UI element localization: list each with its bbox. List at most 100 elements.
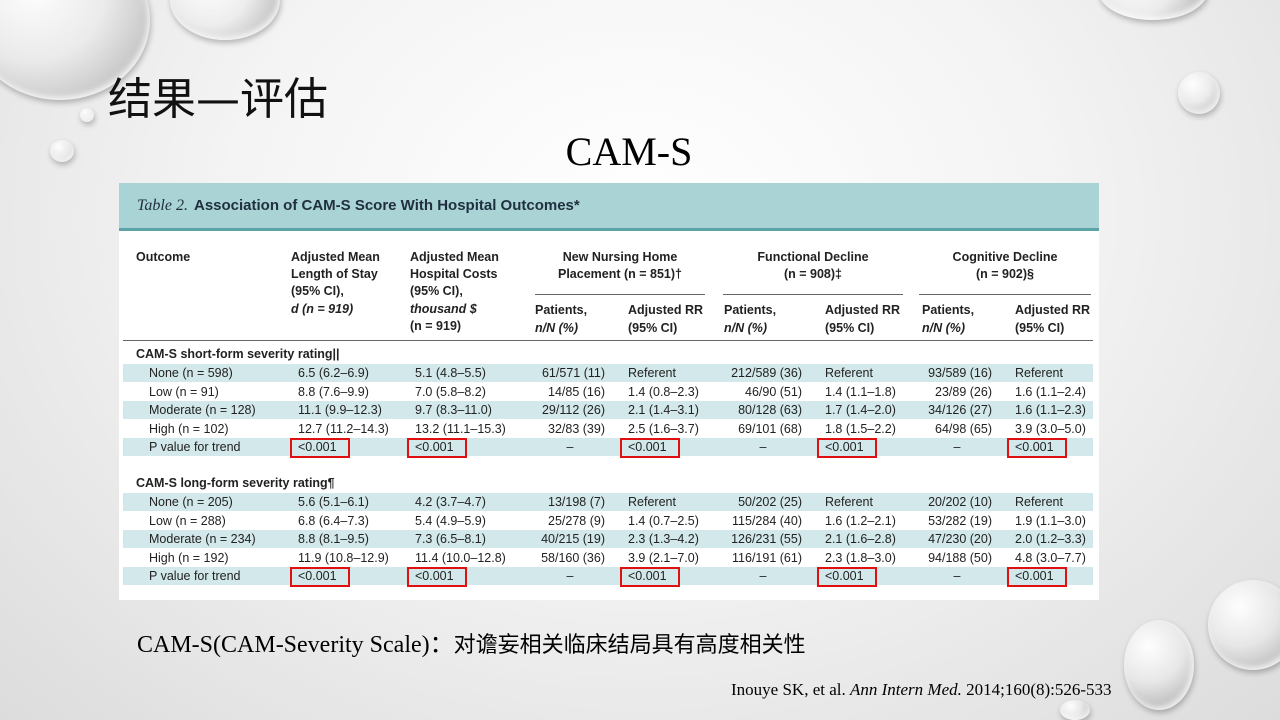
header-cognitive-line: Cognitive Decline [952, 250, 1058, 264]
table-cell: 5.6 (5.1–6.1) [298, 495, 369, 509]
table-cell: 11.9 (10.8–12.9) [298, 550, 389, 565]
table-row-band [123, 401, 1093, 419]
table-cell: 94/188 (50) [928, 550, 992, 565]
table-cell: 64/98 (65) [935, 421, 992, 436]
header-divider [535, 294, 705, 295]
row-label: High (n = 102) [149, 421, 229, 436]
header-divider [723, 294, 903, 295]
table-cell: <0.001 [825, 440, 864, 454]
table-cell: 1.4 (0.8–2.3) [628, 384, 699, 399]
table-cell: 3.9 (2.1–7.0) [628, 550, 699, 565]
header-cognitive-line: (n = 902)§ [975, 267, 1034, 281]
table-cell: 1.6 (1.2–2.1) [825, 513, 896, 528]
slide-title: 结果—评估 [108, 74, 328, 125]
table-cell: Referent [1015, 366, 1063, 380]
table-caption: Table 2. Association of CAM-S Score With… [119, 183, 1099, 231]
table-row-band [123, 493, 1093, 511]
table-cell: 5.1 (4.8–5.5) [415, 366, 486, 380]
table-cell: 53/282 (19) [928, 513, 992, 528]
row-label: Moderate (n = 128) [149, 403, 256, 417]
table-cell: 2.0 (1.2–3.3) [1015, 532, 1086, 546]
header-adjusted-rr: Adjusted RR [825, 303, 900, 317]
header-los-line: Adjusted Mean [291, 250, 380, 264]
table-cell: 46/90 (51) [745, 384, 802, 399]
header-patients: n/N (%) [724, 321, 768, 335]
table-cell: 29/112 (26) [541, 403, 605, 417]
table-cell: 80/128 (63) [738, 403, 802, 417]
footnote-text: 对谵妄相关临床结局具有高度相关性 [453, 633, 806, 658]
table-cell: 40/215 (19) [541, 532, 605, 546]
highlight-box [290, 567, 350, 587]
row-label: Low (n = 91) [149, 384, 219, 399]
row-label: P value for trend [149, 569, 241, 583]
highlight-box [817, 567, 877, 587]
table-cell: 8.8 (7.6–9.9) [298, 384, 369, 399]
table-cell: 2.1 (1.6–2.8) [825, 532, 896, 546]
highlight-box [1007, 567, 1067, 587]
table-cell: 2.3 (1.3–4.2) [628, 532, 699, 546]
header-costs-line: (95% CI), [410, 284, 463, 298]
table-cell: 3.9 (3.0–5.0) [1015, 421, 1086, 436]
section-title-long-form: CAM-S long-form severity rating¶ [136, 476, 335, 490]
table-cell: Referent [628, 495, 676, 509]
header-adjusted-rr: Adjusted RR [1015, 303, 1090, 317]
water-drop-decoration [80, 108, 94, 122]
table-cell: Referent [628, 366, 676, 380]
results-table: Table 2. Association of CAM-S Score With… [119, 183, 1099, 600]
table-cell: – [953, 440, 961, 454]
table-cell: Referent [1015, 495, 1063, 509]
table-cell: 1.6 (1.1–2.4) [1015, 384, 1086, 399]
header-patients: n/N (%) [922, 321, 966, 335]
table-cell: 23/89 (26) [935, 384, 992, 399]
table-cell: Referent [825, 495, 873, 509]
table-cell: 4.2 (3.7–4.7) [415, 495, 486, 509]
header-los-line: (95% CI), [291, 284, 344, 298]
header-adjusted-rr: Adjusted RR [628, 303, 703, 317]
table-cell: 116/191 (61) [732, 550, 802, 565]
highlight-box [407, 567, 467, 587]
header-divider [919, 294, 1091, 295]
table-cell: 4.8 (3.0–7.7) [1015, 550, 1086, 565]
table-cell: 2.3 (1.8–3.0) [825, 550, 896, 565]
table-cell: 13.2 (11.1–15.3) [415, 421, 506, 436]
header-nursing-line: Placement (n = 851)† [557, 267, 683, 281]
table-cell: 1.9 (1.1–3.0) [1015, 513, 1086, 528]
header-costs-line: (n = 919) [410, 319, 462, 333]
header-costs-line: Hospital Costs [410, 267, 498, 281]
table-cell: 1.4 (0.7–2.5) [628, 513, 699, 528]
table-cell: 1.8 (1.5–2.2) [825, 421, 896, 436]
table-cell: <0.001 [415, 569, 454, 583]
row-label: P value for trend [149, 440, 241, 454]
footnote-lead: CAM-S(CAM-Severity Scale)： [137, 632, 454, 658]
table-cell: 50/202 (25) [738, 495, 802, 509]
citation-authors: Inouye SK, et al. [731, 680, 850, 699]
table-caption-text: Association of CAM-S Score With Hospital… [193, 197, 580, 214]
table-cell: 32/83 (39) [548, 421, 605, 436]
header-outcome: Outcome [136, 250, 191, 264]
table-cell: 12.7 (11.2–14.3) [298, 421, 389, 436]
slide-subtitle: CAM-S [565, 129, 693, 174]
header-los-line: Length of Stay [291, 267, 378, 281]
table-cell: 1.4 (1.1–1.8) [825, 384, 896, 399]
table-cell: <0.001 [628, 569, 667, 583]
row-label: Low (n = 288) [149, 513, 226, 528]
table-row-band [123, 438, 1093, 456]
header-functional-line: (n = 908)‡ [783, 267, 842, 281]
table-cell: 5.4 (4.9–5.9) [415, 513, 486, 528]
header-patients: Patients, [922, 303, 975, 317]
table-cell: 7.0 (5.8–8.2) [415, 384, 486, 399]
header-bottom-rule [123, 340, 1093, 341]
table-cell: – [566, 440, 574, 454]
highlight-box [620, 567, 680, 587]
table-cell: <0.001 [298, 569, 337, 583]
table-cell: 25/278 (9) [548, 513, 605, 528]
table-cell: 69/101 (68) [738, 421, 802, 436]
table-cell: 7.3 (6.5–8.1) [415, 532, 486, 546]
table-cell: – [759, 440, 767, 454]
table-cell: 13/198 (7) [548, 495, 605, 509]
highlight-box [407, 438, 467, 458]
table-cell: 93/589 (16) [928, 366, 992, 380]
water-drop-decoration [170, 0, 280, 40]
table-cell: 11.4 (10.0–12.8) [415, 550, 506, 565]
water-drop-decoration [1060, 700, 1090, 720]
